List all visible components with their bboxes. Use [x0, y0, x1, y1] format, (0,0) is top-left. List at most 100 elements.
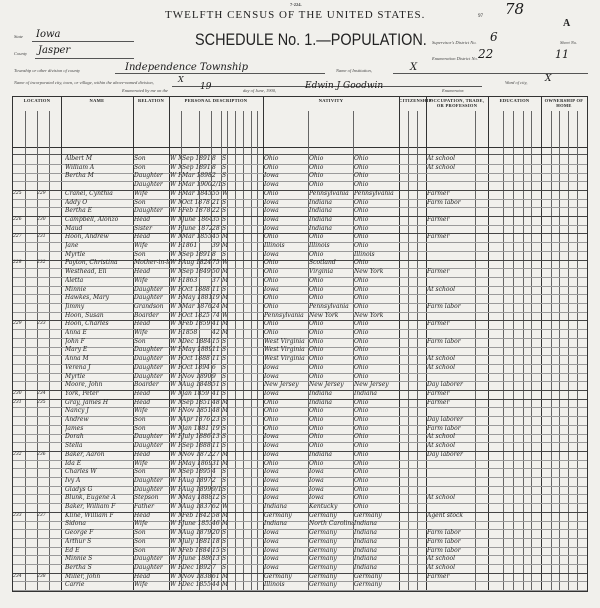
- person-name: Dorah: [65, 433, 84, 441]
- age: 50: [212, 268, 220, 276]
- mother-birthplace: Ohio: [354, 476, 369, 484]
- color-sex: W F: [170, 520, 181, 528]
- birthplace: West Virginia: [264, 355, 305, 363]
- relation: Head: [134, 215, 151, 223]
- mother-birthplace: Ohio: [354, 459, 369, 467]
- father-birthplace: Pennsylvania: [309, 189, 349, 197]
- relation: Daughter: [134, 442, 163, 450]
- birth-date: Dec 1892: [182, 563, 211, 571]
- birth-date: Sep 1891: [182, 163, 211, 171]
- occupation: Farmer: [427, 320, 450, 328]
- mother-birthplace: Ohio: [354, 416, 369, 423]
- age: 45: [212, 233, 220, 241]
- person-name: Kline, William F: [65, 511, 114, 519]
- occupation: Farm labor: [427, 529, 461, 537]
- birth-date: Jan 1859: [182, 389, 210, 397]
- birth-date: May 1869: [182, 459, 211, 467]
- father-birthplace: Germany: [309, 537, 337, 545]
- table-row: 233 237 Kline, William F Head W MFeb 184258M…: [13, 512, 587, 522]
- group-nativity: NATIVITY: [318, 98, 344, 103]
- person-name: Minnie S: [65, 555, 93, 563]
- relation: Son: [134, 198, 146, 206]
- person-name: Carrie: [65, 581, 85, 589]
- age: 48: [212, 398, 220, 406]
- mother-birthplace: Ohio: [354, 355, 369, 363]
- mother-birthplace: Ohio: [354, 215, 369, 223]
- marital-status: M: [222, 329, 228, 336]
- birth-date: June 1864: [182, 215, 211, 223]
- person-name: Cranel, Cynthia: [65, 189, 113, 197]
- enumeration-label: Enumeration District No.: [432, 56, 478, 61]
- father-birthplace: Illinois: [309, 242, 330, 249]
- birth-date: Sep 1895: [182, 468, 211, 476]
- father-birthplace: Indiana: [309, 224, 333, 232]
- relation: Wife: [134, 459, 148, 467]
- column-divider: [475, 111, 476, 591]
- mother-birthplace: Ohio: [354, 433, 369, 441]
- color-sex: W F: [170, 259, 181, 267]
- column-divider: [49, 111, 50, 591]
- column-divider: [568, 111, 569, 591]
- father-birthplace: Ohio: [309, 276, 324, 284]
- mother-birthplace: Ohio: [354, 337, 369, 345]
- father-birthplace: Ohio: [309, 424, 324, 432]
- color-sex: W F: [170, 407, 181, 415]
- birthplace: Indiana: [264, 520, 288, 528]
- father-birthplace: Ohio: [309, 155, 324, 162]
- father-birthplace: Ohio: [309, 416, 324, 423]
- person-name: James: [65, 424, 84, 432]
- family-number: 230: [37, 216, 46, 222]
- birth-date: Mar 1900: [182, 181, 211, 189]
- birthplace: New Jersey: [264, 381, 299, 389]
- column-divider: [577, 111, 578, 591]
- birth-date: June 1886: [182, 555, 211, 563]
- column-divider: [399, 97, 400, 591]
- column-divider: [181, 111, 182, 591]
- birthplace: West Virginia: [264, 346, 305, 354]
- relation: Wife: [134, 329, 148, 336]
- person-name: Campbell, Alonzo: [65, 215, 119, 223]
- father-birthplace: Iowa: [309, 485, 324, 493]
- marital-status: Wd: [222, 503, 228, 510]
- birthplace: Ohio: [264, 233, 279, 241]
- marital-status: S: [222, 163, 227, 171]
- marital-status: S: [222, 285, 227, 293]
- relation: Head: [134, 511, 151, 519]
- marital-status: S: [222, 529, 227, 537]
- marital-status: S: [222, 442, 227, 450]
- occupation: Day laborer: [427, 416, 463, 423]
- birth-date: Nov 1890: [182, 372, 211, 380]
- father-birthplace: Indiana: [309, 389, 333, 397]
- father-birthplace: Germany: [309, 581, 337, 589]
- occupation: At school: [427, 563, 455, 571]
- color-sex: W M: [170, 537, 181, 545]
- relation: Daughter: [134, 372, 163, 380]
- marital-status: S: [222, 372, 227, 380]
- color-sex: W F: [170, 285, 181, 293]
- color-sex: W F: [170, 224, 181, 232]
- marital-status: S: [222, 181, 227, 189]
- father-birthplace: Ohio: [309, 233, 324, 241]
- relation: Daughter: [134, 433, 163, 441]
- column-divider: [37, 111, 38, 591]
- birth-date: 1858: [182, 329, 198, 336]
- birthplace: Ohio: [264, 302, 279, 310]
- township-value: Independence Township: [125, 62, 249, 73]
- page-stamp: 97: [478, 14, 483, 19]
- birthplace: Ohio: [264, 398, 279, 406]
- mother-birthplace: Ohio: [354, 163, 369, 171]
- father-birthplace: Virginia: [309, 268, 334, 276]
- relation: Stepson: [134, 494, 159, 502]
- person-name: Myrtle: [65, 372, 86, 380]
- marital-status: S: [222, 172, 227, 180]
- form-number: 7-224.: [290, 2, 302, 7]
- color-sex: W M: [170, 302, 181, 310]
- person-name: Gladys G: [65, 485, 93, 493]
